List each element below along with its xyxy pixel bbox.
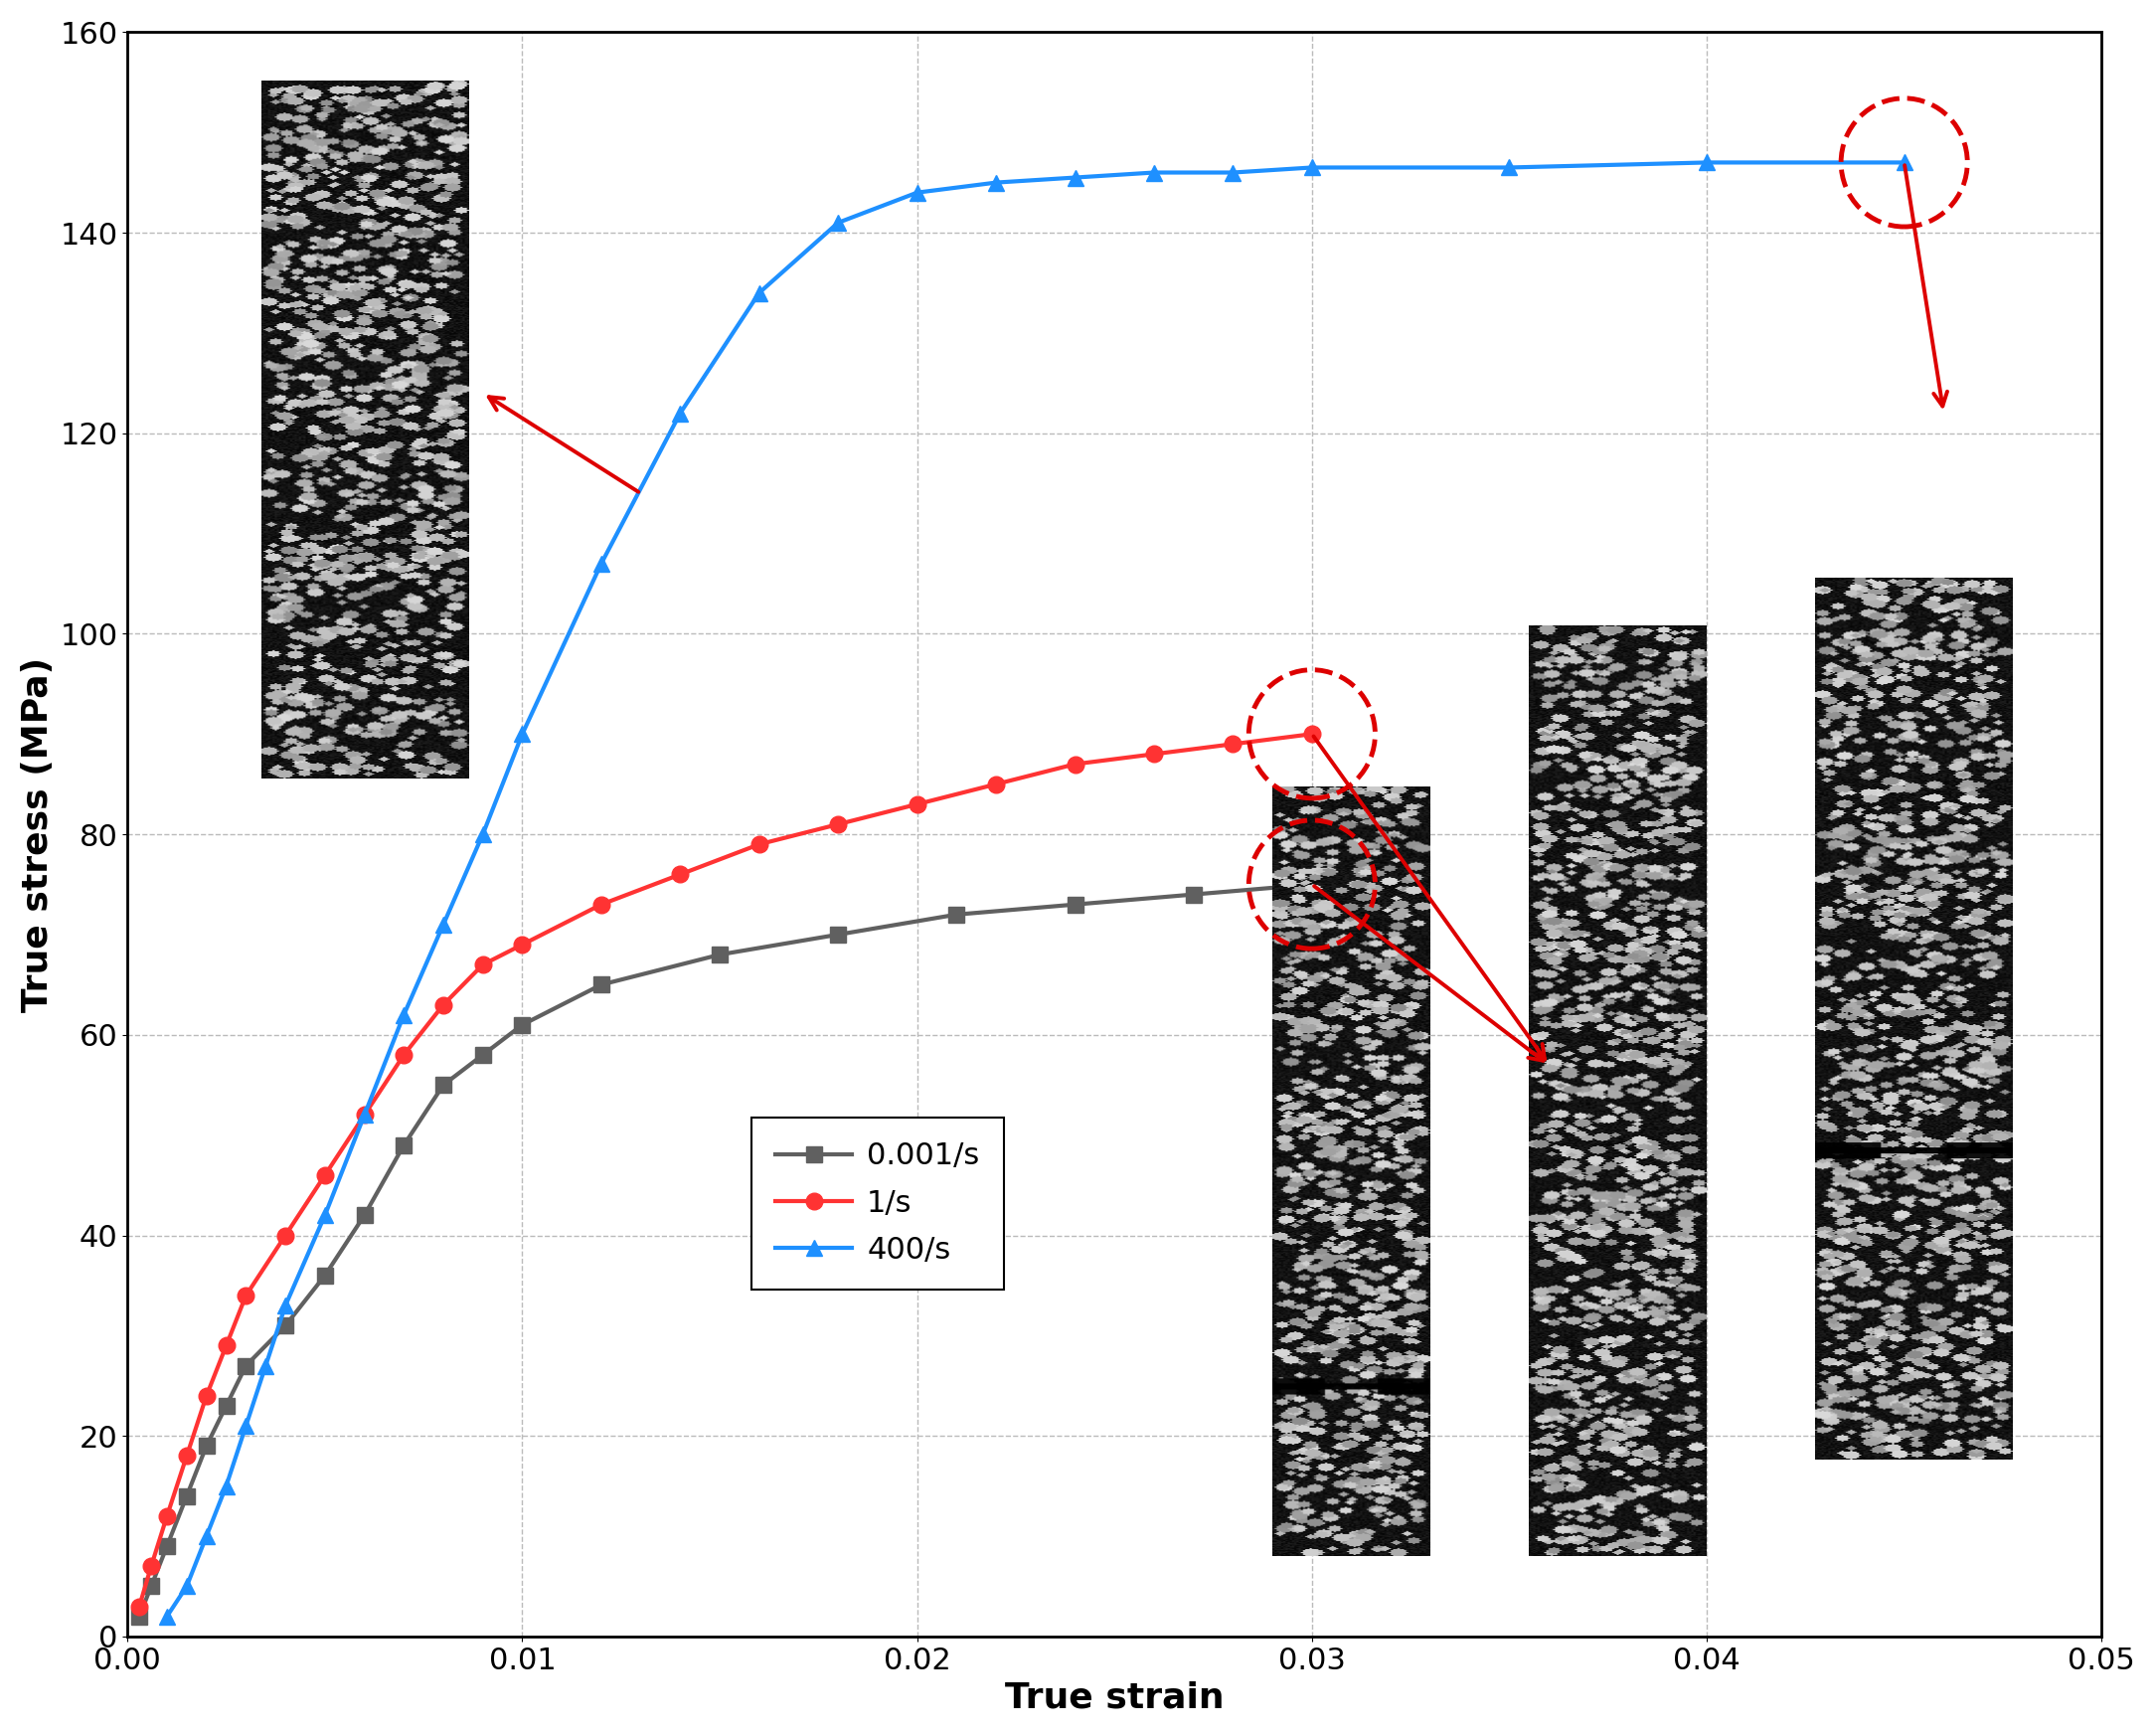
0.001/s [194,1435,220,1456]
400/s [1063,167,1089,187]
1/s [313,1164,338,1185]
1/s [153,1506,179,1527]
400/s [153,1607,179,1627]
Legend: 0.001/s, 1/s, 400/s: 0.001/s, 1/s, 400/s [752,1117,1005,1289]
1/s [746,835,772,855]
400/s [826,212,852,232]
400/s [589,553,614,574]
1/s [390,1044,416,1065]
0.001/s [313,1265,338,1286]
400/s [983,172,1009,193]
1/s [983,774,1009,795]
400/s [390,1005,416,1025]
0.001/s [944,904,970,925]
1/s [470,954,496,975]
0.001/s [431,1074,457,1095]
0.001/s [127,1607,153,1627]
0.001/s [826,925,852,946]
0.001/s [509,1015,535,1036]
0.001/s [1181,885,1207,906]
400/s [470,824,496,845]
X-axis label: True strain: True strain [1005,1681,1225,1714]
0.001/s [175,1485,201,1506]
1/s [509,933,535,954]
400/s [746,283,772,304]
1/s [127,1596,153,1617]
1/s [351,1105,377,1126]
1/s [668,864,694,885]
400/s [903,182,929,203]
0.001/s [589,975,614,996]
0.001/s [707,944,733,965]
1/s [903,795,929,815]
400/s [1141,161,1166,182]
0.001/s [390,1135,416,1156]
400/s [431,914,457,935]
1/s [194,1386,220,1407]
Line: 0.001/s: 0.001/s [132,876,1319,1624]
400/s [1300,158,1326,179]
Line: 1/s: 1/s [132,725,1319,1615]
Line: 400/s: 400/s [160,154,1912,1624]
0.001/s [470,1044,496,1065]
1/s [589,894,614,914]
Y-axis label: True stress (MPa): True stress (MPa) [22,658,54,1012]
1/s [175,1445,201,1466]
1/s [233,1286,259,1306]
1/s [213,1336,239,1357]
400/s [1891,153,1917,174]
1/s [431,994,457,1015]
400/s [313,1204,338,1225]
0.001/s [213,1395,239,1416]
400/s [1695,153,1720,174]
1/s [1063,753,1089,774]
0.001/s [351,1204,377,1225]
1/s [1141,744,1166,765]
400/s [351,1105,377,1126]
1/s [272,1225,298,1246]
400/s [233,1416,259,1437]
1/s [138,1556,164,1577]
400/s [668,403,694,423]
400/s [213,1476,239,1497]
400/s [252,1355,278,1376]
400/s [272,1294,298,1315]
0.001/s [138,1575,164,1596]
400/s [1220,161,1246,182]
0.001/s [233,1355,259,1376]
400/s [1496,158,1522,179]
400/s [509,723,535,744]
0.001/s [1300,874,1326,895]
1/s [1220,734,1246,755]
1/s [826,814,852,835]
400/s [194,1525,220,1546]
400/s [175,1575,201,1596]
0.001/s [153,1535,179,1556]
0.001/s [1063,894,1089,914]
0.001/s [272,1315,298,1336]
1/s [1300,723,1326,744]
